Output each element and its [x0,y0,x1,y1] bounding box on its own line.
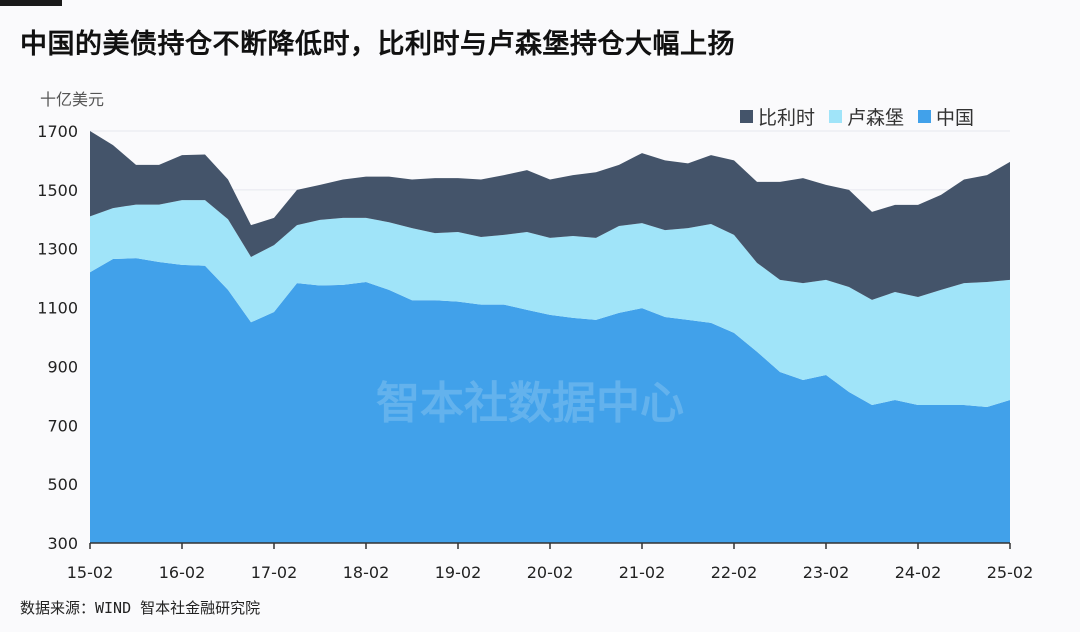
y-axis-unit-label: 十亿美元 [40,90,105,109]
chart-title: 中国的美债持仓不断降低时，比利时与卢森堡持仓大幅上扬 [20,29,735,60]
legend-item-belgium: 比利时 [739,103,815,130]
x-tick-label: 24-02 [895,563,942,582]
legend-item-luxembourg: 卢森堡 [828,103,904,130]
x-tick-label: 23-02 [803,563,850,582]
legend: 比利时 卢森堡 中国 [739,103,974,130]
legend-label-china: 中国 [935,107,974,129]
x-tick-label: 22-02 [711,563,758,582]
legend-label-luxembourg: 卢森堡 [846,107,904,129]
legend-swatch-luxembourg [828,110,842,123]
watermark: 智本社数据中心 [376,378,684,429]
y-tick-label: 700 [47,416,78,435]
area-中国 [90,258,1010,543]
y-tick-label: 1300 [37,240,78,259]
x-tick-label: 19-02 [435,563,482,582]
y-tick-label: 1100 [37,299,78,318]
x-tick-label: 17-02 [251,563,298,582]
x-tick-label: 16-02 [159,563,206,582]
top-accent-bar [0,0,62,6]
y-tick-label: 1700 [37,122,78,141]
legend-swatch-china [917,110,931,123]
x-tick-label: 15-02 [67,563,114,582]
legend-label-belgium: 比利时 [757,107,815,129]
legend-item-china: 中国 [917,103,974,130]
x-tick-label: 21-02 [619,563,666,582]
legend-swatch-belgium [739,110,753,123]
x-tick-label: 20-02 [527,563,574,582]
y-tick-label: 900 [47,357,78,376]
area-比利时 [90,131,1010,300]
y-tick-label: 500 [47,475,78,494]
y-tick-label: 300 [47,534,78,553]
x-tick-label: 18-02 [343,563,390,582]
x-tick-label: 25-02 [987,563,1034,582]
source-note: 数据来源：WIND 智本社金融研究院 [20,599,261,617]
area-卢森堡 [90,200,1010,408]
y-tick-label: 1500 [37,181,78,200]
